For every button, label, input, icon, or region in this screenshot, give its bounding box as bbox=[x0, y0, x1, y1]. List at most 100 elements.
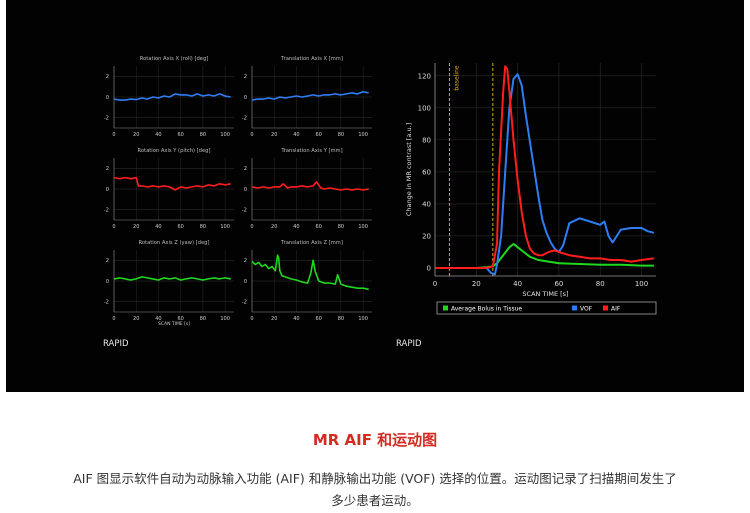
x-tick-label: 0 bbox=[112, 316, 115, 322]
motion-plot-title: Translation Axis Y [mm] bbox=[280, 148, 342, 154]
aif-ylabel: Change in MR contrast [a.u.] bbox=[405, 123, 413, 216]
x-tick-label: 20 bbox=[271, 224, 277, 230]
motion-plot-1: Rotation Axis X (roll) [deg]20-20 20 40 60 8… bbox=[104, 56, 234, 138]
x-tick-label: 40 bbox=[155, 132, 161, 138]
x-tick-label: 20 bbox=[271, 316, 277, 322]
y-tick-label: 0 bbox=[106, 279, 109, 285]
y-tick-label: 2 bbox=[244, 74, 247, 80]
x-tick-label: 20 bbox=[133, 316, 139, 322]
legend-label: AIF bbox=[611, 306, 621, 313]
x-tick-label: 100 bbox=[220, 132, 230, 138]
x-tick-label: 100 bbox=[358, 316, 368, 322]
y-tick-label: 100 bbox=[418, 104, 431, 112]
x-tick-label: 0 bbox=[250, 132, 253, 138]
x-tick-label: 20 bbox=[271, 132, 277, 138]
y-tick-label: 2 bbox=[244, 166, 247, 172]
x-tick-label: 80 bbox=[338, 132, 344, 138]
x-tick-label: 20 bbox=[133, 132, 139, 138]
motion-plot-title: Translation Axis X [mm] bbox=[280, 56, 343, 62]
motion-series-line bbox=[113, 176, 231, 191]
series-line-aif bbox=[435, 65, 655, 269]
y-tick-label: 80 bbox=[422, 136, 431, 144]
legend-box bbox=[436, 301, 657, 315]
y-tick-label: -2 bbox=[242, 299, 247, 305]
motion-series-line bbox=[113, 276, 231, 281]
x-tick-label: 40 bbox=[293, 224, 299, 230]
motion-brand-label: RAPID bbox=[103, 339, 129, 349]
x-tick-label: 0 bbox=[250, 224, 253, 230]
x-tick-label: 0 bbox=[112, 224, 115, 230]
y-tick-label: 40 bbox=[422, 200, 431, 208]
x-tick-label: 80 bbox=[200, 224, 206, 230]
motion-series-line bbox=[251, 254, 369, 291]
x-tick-label: 80 bbox=[200, 132, 206, 138]
motion-plot-3: Rotation Axis Y (pitch) [deg]20-20 20 40 60… bbox=[104, 148, 234, 230]
y-tick-label: 0 bbox=[244, 95, 247, 101]
x-tick-label: 40 bbox=[155, 224, 161, 230]
motion-plot-2: Translation Axis X [mm]20-20 20 40 60 80 100 bbox=[242, 56, 372, 138]
x-tick-label: 100 bbox=[635, 280, 648, 288]
x-tick-label: 40 bbox=[155, 316, 161, 322]
motion-charts: Rotation Axis X (roll) [deg]20-20 20 40 60 8… bbox=[104, 56, 372, 322]
figure-svg: Rotation Axis X (roll) [deg]20-20 20 40 60 8… bbox=[103, 56, 657, 349]
x-tick-label: 80 bbox=[200, 316, 206, 322]
motion-plot-5: Rotation Axis Z (yaw) [deg]20-20 20 40 60 80… bbox=[104, 240, 234, 322]
x-tick-label: 80 bbox=[338, 316, 344, 322]
y-tick-label: 60 bbox=[422, 168, 431, 176]
y-tick-label: 2 bbox=[106, 74, 109, 80]
motion-plot-title: Rotation Axis Y (pitch) [deg] bbox=[137, 148, 210, 154]
motion-plot-6: Translation Axis Z [mm]20-20 20 40 60 80 100 bbox=[242, 240, 372, 322]
series-line-vof bbox=[435, 73, 655, 276]
x-tick-label: 40 bbox=[513, 280, 522, 288]
caption-text: AIF 图显示软件自动为动脉输入功能 (AIF) 和静脉输出功能 (VOF) 选… bbox=[73, 471, 677, 508]
aif-chart: 0 20 40 60 80 100 120 0 20 40 60 80 100 SCAN TIME [s]… bbox=[405, 63, 657, 315]
x-tick-label: 80 bbox=[338, 224, 344, 230]
legend-swatch bbox=[443, 305, 448, 311]
x-tick-label: 0 bbox=[250, 316, 253, 322]
x-tick-label: 60 bbox=[177, 132, 183, 138]
y-tick-label: -2 bbox=[104, 299, 109, 305]
y-tick-label: 0 bbox=[244, 187, 247, 193]
y-tick-label: 20 bbox=[422, 232, 431, 240]
x-tick-label: 0 bbox=[112, 132, 115, 138]
x-tick-label: 20 bbox=[472, 280, 481, 288]
y-tick-label: -2 bbox=[242, 207, 247, 213]
y-tick-label: 0 bbox=[427, 264, 431, 272]
x-tick-label: 60 bbox=[315, 224, 321, 230]
baseline-label: baseline bbox=[453, 65, 460, 90]
y-tick-label: 0 bbox=[106, 187, 109, 193]
figure-panel: Rotation Axis X (roll) [deg] 2 0 -2 0 20 40 60 8… bbox=[6, 0, 744, 392]
x-tick-label: 60 bbox=[177, 316, 183, 322]
motion-plot-4: Translation Axis Y [mm]20-20 20 40 60 80 100 bbox=[242, 148, 372, 230]
y-tick-label: -2 bbox=[104, 115, 109, 121]
motion-series-line bbox=[251, 91, 369, 101]
motion-series-line bbox=[113, 93, 231, 101]
legend-label: VOF bbox=[580, 306, 593, 313]
motion-plot-title: Rotation Axis X (roll) [deg] bbox=[140, 56, 209, 62]
aif-xlabel: SCAN TIME [s] bbox=[522, 290, 568, 298]
x-tick-label: 60 bbox=[315, 316, 321, 322]
aif-brand-label: RAPID bbox=[396, 339, 422, 349]
y-tick-label: 0 bbox=[244, 279, 247, 285]
x-tick-label: 60 bbox=[554, 280, 563, 288]
motion-plot-title: Translation Axis Z [mm] bbox=[280, 240, 343, 246]
y-tick-label: -2 bbox=[104, 207, 109, 213]
x-tick-label: 40 bbox=[293, 132, 299, 138]
x-tick-label: 100 bbox=[358, 224, 368, 230]
series-line-average-bolus-in-tissue bbox=[435, 243, 654, 269]
x-tick-label: 40 bbox=[293, 316, 299, 322]
legend-swatch bbox=[572, 305, 577, 311]
y-tick-label: -2 bbox=[242, 115, 247, 121]
legend-label: Average Bolus in Tissue bbox=[451, 306, 522, 313]
x-tick-label: 60 bbox=[177, 224, 183, 230]
y-tick-label: 2 bbox=[106, 258, 109, 264]
x-tick-label: 80 bbox=[596, 280, 605, 288]
motion-series-line bbox=[251, 181, 369, 191]
x-tick-label: 100 bbox=[220, 316, 230, 322]
x-tick-label: 0 bbox=[433, 280, 437, 288]
x-tick-label: 100 bbox=[358, 132, 368, 138]
motion-xlabel: SCAN TIME [s] bbox=[158, 321, 190, 327]
y-tick-label: 120 bbox=[418, 72, 431, 80]
y-tick-label: 0 bbox=[106, 95, 109, 101]
legend: Average Bolus in Tissue VOF AIF bbox=[436, 301, 657, 315]
